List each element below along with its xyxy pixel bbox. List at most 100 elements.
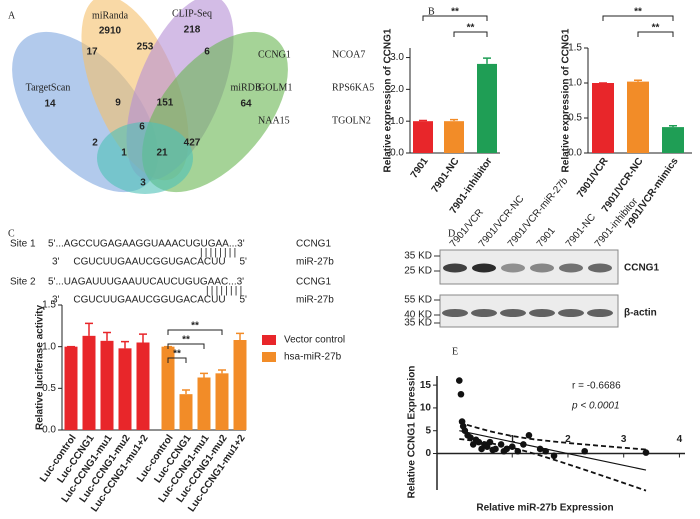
bar <box>592 83 614 153</box>
confidence-band <box>459 421 647 451</box>
bar <box>215 373 229 430</box>
error-bar <box>85 322 93 336</box>
y-tick-label: 1.0 <box>42 341 56 352</box>
y-tick-label: 0.5 <box>42 383 56 394</box>
lane-label: 7901 <box>535 225 558 249</box>
bar <box>477 63 497 154</box>
band <box>587 309 613 317</box>
panel-label: A <box>8 10 16 21</box>
y-axis-label: Relative CCNG1 Expression <box>407 366 418 499</box>
region-count: 6 <box>204 47 210 58</box>
annotation: r = -0.6686 <box>572 381 621 392</box>
y-tick-label: 0 <box>425 448 431 459</box>
marker-label: 35 KD <box>404 251 432 262</box>
significance-label: ** <box>652 23 660 34</box>
bar <box>413 121 433 153</box>
bar <box>118 348 132 430</box>
mirna-seq: 3' CGUCUUGAAUCGGUGACACUU 5' <box>52 257 247 268</box>
legend-swatch <box>262 335 276 345</box>
band <box>558 309 584 317</box>
significance-label: ** <box>182 335 190 346</box>
target-seq: 5'...UAGAUUUGAAUUCAUCUGUGAAC...3' <box>48 277 244 288</box>
x-tick-label: 7901 <box>409 156 431 181</box>
point <box>536 445 544 453</box>
point <box>581 447 588 455</box>
y-axis-label: Relative expression of CCNG1 <box>561 28 572 172</box>
significance-label: ** <box>467 23 475 34</box>
point <box>550 452 558 460</box>
gene-name: GOLM1 <box>258 82 292 93</box>
y-tick-label: 15 <box>420 380 432 391</box>
region-count: 427 <box>184 138 201 149</box>
panel-label: D <box>448 228 455 239</box>
y-axis-label: Relative expression of CCNG1 <box>383 28 394 172</box>
fit-line <box>459 430 647 471</box>
legend-label: hsa-miR-27b <box>284 352 342 363</box>
region-count: 17 <box>86 47 98 58</box>
error-bar <box>200 372 208 378</box>
point <box>492 445 499 453</box>
bar <box>64 346 78 430</box>
gene-name: TGOLN2 <box>332 115 371 126</box>
bar <box>233 340 247 430</box>
point <box>467 434 474 441</box>
marker-label: 35 KD <box>404 318 432 329</box>
point <box>525 431 533 439</box>
marker-label: 55 KD <box>404 295 432 306</box>
panel-label: B <box>428 6 435 17</box>
x-tick-label: 3 <box>621 434 627 445</box>
set-count: 14 <box>44 99 56 110</box>
set-count: 2910 <box>99 26 122 37</box>
x-tick-label: 7901/VCR <box>575 155 611 200</box>
marker-label: 40 KD <box>404 310 432 321</box>
point <box>455 377 463 384</box>
point <box>508 443 516 450</box>
confidence-band <box>459 438 647 492</box>
error-bar <box>121 340 129 349</box>
significance-bracket <box>453 31 488 37</box>
venn-set <box>97 122 193 194</box>
error-bar <box>139 333 147 343</box>
region-count: 6 <box>139 122 145 133</box>
pairing: |||||||| <box>200 248 238 259</box>
error-bar <box>182 389 190 395</box>
point <box>514 447 522 455</box>
band <box>559 263 583 273</box>
y-tick-label: 0.0 <box>568 148 582 159</box>
gene-name: CCNG1 <box>258 49 291 60</box>
region-count: 253 <box>137 42 154 53</box>
mirna-seq: 3' CGUCUUGAAUCGGUGACACUU 5' <box>52 295 247 306</box>
point <box>475 438 483 446</box>
band <box>471 309 497 317</box>
point <box>520 441 527 448</box>
y-tick-label: 3.0 <box>390 52 404 63</box>
error-bar <box>236 332 244 340</box>
target-name: CCNG1 <box>296 277 331 288</box>
gene-name: NAA15 <box>258 115 290 126</box>
region-count: 3 <box>140 178 146 189</box>
bar <box>627 81 649 153</box>
bar <box>161 346 175 430</box>
band <box>472 263 496 273</box>
y-tick-label: 1.0 <box>390 116 404 127</box>
band <box>501 263 525 273</box>
panel-label: E <box>452 346 458 357</box>
legend-swatch <box>262 352 276 362</box>
site-label: Site 2 <box>10 277 36 288</box>
y-axis-label: Relative luciferase activity <box>35 305 46 431</box>
bar <box>444 121 464 153</box>
y-tick-label: 5 <box>425 425 431 436</box>
significance-bracket <box>422 15 488 21</box>
band <box>500 309 526 317</box>
protein-label: β-actin <box>624 308 657 319</box>
set-name: miRanda <box>92 10 129 21</box>
bar <box>197 377 211 430</box>
x-tick-label: 7901-NC <box>430 156 462 195</box>
band <box>588 263 612 273</box>
point <box>542 447 549 455</box>
error-bar <box>218 369 226 374</box>
region-count: 151 <box>157 98 174 109</box>
y-tick-label: 0.5 <box>568 113 582 124</box>
site-label: Site 1 <box>10 239 36 250</box>
